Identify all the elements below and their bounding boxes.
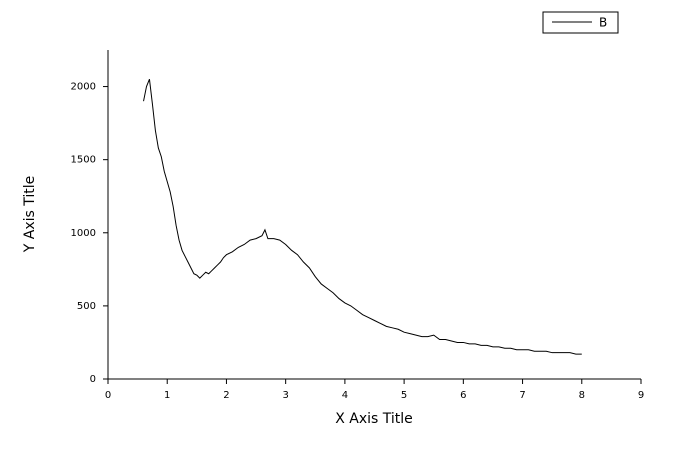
y-tick-label: 0 <box>90 374 96 385</box>
x-tick-label: 0 <box>105 390 111 401</box>
x-tick-label: 7 <box>519 390 525 401</box>
x-tick-label: 6 <box>460 390 466 401</box>
y-axis-title: Y Axis Title <box>22 176 38 254</box>
x-tick-label: 4 <box>342 390 348 401</box>
y-tick-label: 1000 <box>71 228 96 239</box>
x-tick-label: 5 <box>401 390 407 401</box>
x-tick-label: 8 <box>579 390 585 401</box>
x-tick-label: 1 <box>164 390 170 401</box>
y-tick-label: 1500 <box>71 155 96 166</box>
x-tick-label: 2 <box>223 390 229 401</box>
data-line <box>143 79 582 355</box>
legend-label: B <box>599 16 607 30</box>
x-tick-label: 3 <box>282 390 288 401</box>
x-tick-label: 9 <box>638 390 644 401</box>
y-tick-label: 500 <box>77 301 96 312</box>
y-tick-label: 2000 <box>71 82 96 93</box>
x-axis-title: X Axis Title <box>335 411 413 427</box>
